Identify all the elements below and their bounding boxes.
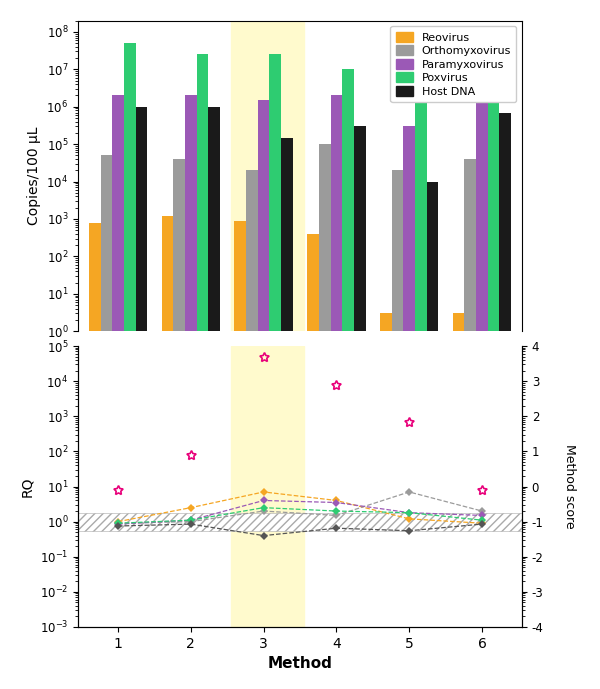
Bar xyxy=(392,170,403,689)
Y-axis label: Method score: Method score xyxy=(563,444,576,529)
Y-axis label: RQ: RQ xyxy=(20,476,34,497)
Bar xyxy=(476,96,488,689)
Bar xyxy=(246,170,258,689)
Bar xyxy=(403,126,415,689)
Bar xyxy=(464,159,476,689)
Bar xyxy=(124,43,136,689)
Bar xyxy=(269,54,281,689)
Bar xyxy=(319,144,331,689)
Bar xyxy=(427,182,438,689)
Bar xyxy=(173,159,185,689)
Bar xyxy=(331,96,342,689)
Bar xyxy=(488,54,499,689)
X-axis label: Method: Method xyxy=(268,656,332,671)
Bar xyxy=(208,107,220,689)
Bar xyxy=(258,100,269,689)
Bar xyxy=(235,220,246,689)
Bar xyxy=(354,126,365,689)
Bar xyxy=(307,234,319,689)
Bar xyxy=(185,96,197,689)
Bar xyxy=(112,96,124,689)
Bar xyxy=(415,89,427,689)
Bar xyxy=(197,54,208,689)
Bar xyxy=(231,21,304,331)
Bar xyxy=(231,346,304,627)
Bar xyxy=(136,107,147,689)
Bar xyxy=(380,313,392,689)
Bar xyxy=(342,70,354,689)
Y-axis label: Copies/100 μL: Copies/100 μL xyxy=(27,127,41,225)
Bar xyxy=(89,223,101,689)
Bar xyxy=(101,156,112,689)
Bar xyxy=(453,313,464,689)
Bar xyxy=(499,112,511,689)
Bar xyxy=(281,138,293,689)
Bar xyxy=(162,216,173,689)
Legend: Reovirus, Orthomyxovirus, Paramyxovirus, Poxvirus, Host DNA: Reovirus, Orthomyxovirus, Paramyxovirus,… xyxy=(391,26,517,103)
